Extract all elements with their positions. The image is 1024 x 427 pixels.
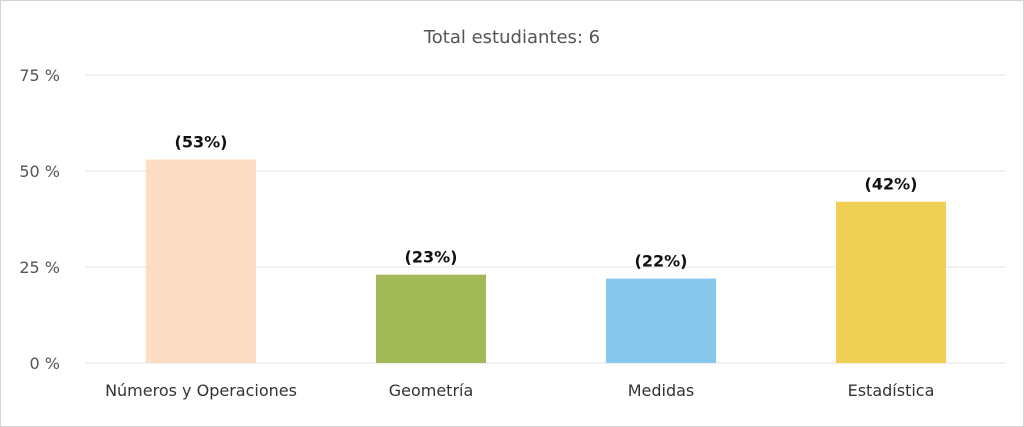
data-label: (23%) — [405, 248, 458, 267]
bar — [836, 201, 946, 363]
x-tick-label: Estadística — [848, 381, 935, 400]
data-label: (53%) — [175, 132, 228, 151]
y-tick-label: 50 % — [19, 162, 60, 181]
x-tick-label: Medidas — [628, 381, 695, 400]
data-label: (22%) — [635, 252, 688, 271]
bar — [376, 274, 486, 363]
data-label: (42%) — [865, 175, 918, 194]
chart-title: Total estudiantes: 6 — [423, 27, 600, 48]
bar — [146, 159, 256, 363]
x-tick-label: Números y Operaciones — [105, 381, 297, 400]
x-tick-label: Geometría — [389, 381, 474, 400]
y-tick-label: 25 % — [19, 258, 60, 277]
y-tick-label: 75 % — [19, 66, 60, 85]
y-tick-label: 0 % — [30, 354, 60, 373]
bar — [606, 278, 716, 363]
